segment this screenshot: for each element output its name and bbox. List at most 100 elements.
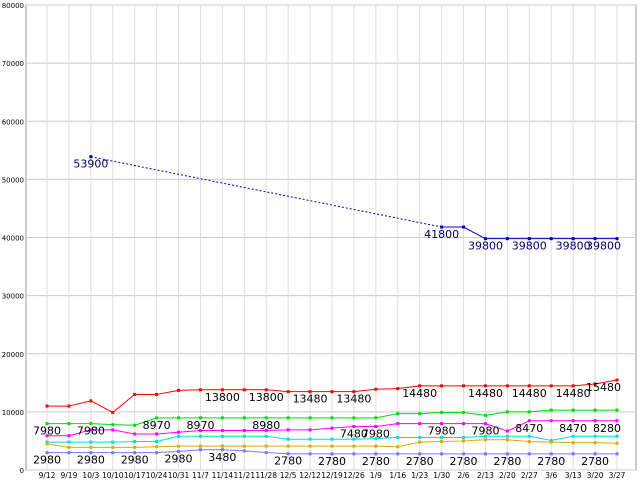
data-point — [483, 422, 487, 426]
data-point — [418, 440, 422, 444]
series-segment — [112, 441, 135, 443]
data-point — [571, 384, 575, 388]
data-point — [198, 448, 202, 452]
data-label: 2980 — [165, 452, 193, 465]
data-point — [462, 410, 466, 414]
x-tick-label: 1/9 — [370, 471, 382, 480]
data-point — [264, 416, 268, 420]
series-segment — [178, 389, 201, 391]
data-point — [615, 434, 619, 438]
data-point — [286, 416, 290, 420]
data-point — [330, 437, 334, 441]
data-point — [133, 440, 137, 444]
data-point — [527, 434, 531, 438]
x-tick-label: 10/17 — [124, 471, 146, 480]
series-segment — [375, 388, 398, 390]
data-point — [111, 445, 115, 449]
data-point — [89, 445, 93, 449]
data-point — [220, 428, 224, 432]
x-tick-label: 10/10 — [102, 471, 124, 480]
data-point — [505, 434, 509, 438]
data-label: 2780 — [362, 455, 390, 468]
x-tick-label: 9/19 — [61, 471, 78, 480]
data-point — [67, 422, 71, 426]
data-point — [505, 384, 509, 388]
data-point — [330, 452, 334, 456]
data-point — [89, 399, 93, 403]
data-point — [286, 428, 290, 432]
series-segment — [266, 389, 289, 393]
series-segment — [507, 420, 530, 432]
data-point — [374, 437, 378, 441]
data-point — [549, 440, 553, 444]
y-tick-label: 60000 — [2, 118, 24, 126]
data-point — [483, 452, 487, 456]
data-point — [396, 412, 400, 416]
data-label: 2780 — [537, 455, 565, 468]
data-point — [286, 390, 290, 394]
data-point — [264, 388, 268, 392]
data-point — [505, 438, 509, 442]
data-point — [440, 384, 444, 388]
data-label: 2780 — [318, 455, 346, 468]
data-point — [462, 439, 466, 443]
data-label: 8970 — [143, 419, 171, 432]
data-point — [440, 410, 444, 414]
data-point — [45, 434, 49, 438]
data-point — [133, 432, 137, 436]
x-tick-label: 10/31 — [168, 471, 190, 480]
data-point — [352, 452, 356, 456]
data-point — [330, 426, 334, 430]
data-point — [198, 388, 202, 392]
data-point — [89, 428, 93, 432]
data-point — [352, 425, 356, 429]
data-point — [111, 451, 115, 455]
series-segment — [573, 383, 596, 387]
data-point — [155, 440, 159, 444]
x-tick-label: 10/24 — [146, 471, 168, 480]
data-point — [67, 445, 71, 449]
x-tick-label: 12/5 — [280, 471, 297, 480]
data-point — [45, 451, 49, 455]
data-point — [571, 434, 575, 438]
data-label: 14480 — [556, 387, 591, 400]
data-label: 3480 — [208, 451, 236, 464]
data-point — [418, 435, 422, 439]
series-segment — [397, 441, 420, 448]
series-segment — [463, 439, 486, 442]
x-tick-label: 9/12 — [39, 471, 56, 480]
series-segment — [529, 409, 552, 413]
series-segment — [375, 423, 398, 428]
data-point — [549, 237, 553, 241]
data-point — [483, 237, 487, 241]
series-segment — [156, 445, 179, 448]
data-label: 2780 — [450, 455, 478, 468]
data-label: 53900 — [73, 158, 108, 171]
data-point — [571, 237, 575, 241]
data-point — [483, 384, 487, 388]
series-segment — [68, 400, 91, 407]
data-point — [549, 419, 553, 423]
data-point — [67, 434, 71, 438]
series-segment — [485, 423, 508, 432]
data-point — [462, 225, 466, 229]
data-label: 14480 — [468, 387, 503, 400]
y-axis-ticks: 0 10000 20000 30000 40000 50000 60000 70000 8000… — [2, 2, 24, 475]
series-segment — [178, 449, 201, 452]
data-point — [593, 237, 597, 241]
series-1 — [45, 378, 619, 414]
data-point — [286, 444, 290, 448]
data-point — [177, 416, 181, 420]
series-segment — [156, 435, 179, 443]
data-point — [220, 448, 224, 452]
y-tick-label: 40000 — [2, 235, 24, 243]
data-point — [352, 416, 356, 420]
series-segment — [156, 389, 179, 395]
data-point — [198, 444, 202, 448]
data-label: 7980 — [362, 428, 390, 441]
data-point — [352, 437, 356, 441]
data-point — [483, 434, 487, 438]
data-point — [89, 155, 93, 159]
data-point — [111, 410, 115, 414]
